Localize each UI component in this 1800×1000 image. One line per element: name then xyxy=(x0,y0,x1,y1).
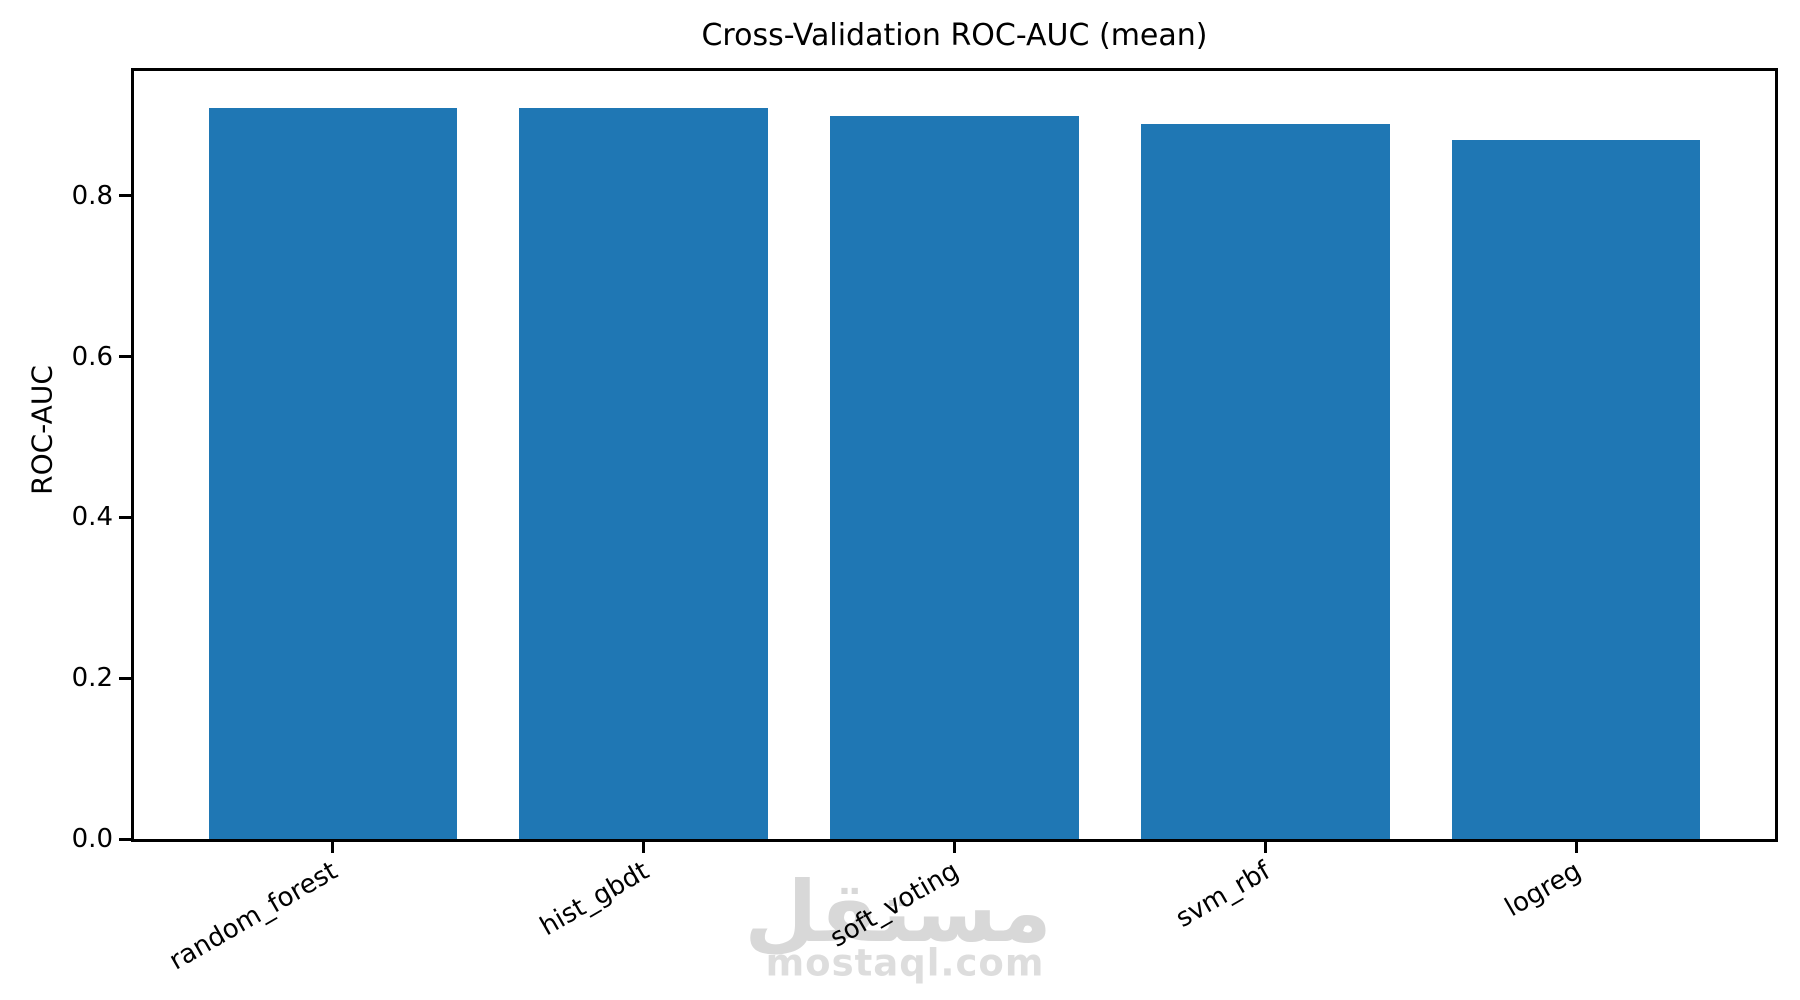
x-tick-mark xyxy=(642,841,646,853)
x-tick-label-random_forest: random_forest xyxy=(164,856,343,977)
bar-logreg xyxy=(1451,139,1701,839)
bar-hist_gbdt xyxy=(519,107,768,839)
chart-title: Cross-Validation ROC-AUC (mean) xyxy=(701,18,1208,53)
x-tick-mark xyxy=(1263,841,1267,853)
y-tick-label-0.6: 0.6 xyxy=(71,341,113,372)
x-tick-label-hist_gbdt: hist_gbdt xyxy=(534,856,654,943)
y-tick-mark xyxy=(119,355,131,359)
y-tick-label-0.2: 0.2 xyxy=(71,663,113,694)
y-tick-mark xyxy=(119,676,131,680)
watermark-logo: مستقل xyxy=(744,863,1052,961)
plot-area xyxy=(131,68,1778,842)
x-tick-mark xyxy=(1574,841,1578,853)
watermark-url: mostaql.com xyxy=(765,941,1045,985)
x-tick-mark xyxy=(331,841,335,853)
y-tick-label-0.8: 0.8 xyxy=(71,180,113,211)
x-tick-label-svm_rbf: svm_rbf xyxy=(1170,856,1276,934)
y-tick-mark xyxy=(119,515,131,519)
x-tick-mark xyxy=(953,841,956,853)
y-tick-mark xyxy=(119,194,131,198)
y-tick-label-0.0: 0.0 xyxy=(71,824,113,854)
bar-soft_voting xyxy=(830,115,1079,839)
bar-random_forest xyxy=(208,107,458,839)
x-tick-label-logreg: logreg xyxy=(1499,856,1587,924)
y-axis-label: ROC-AUC xyxy=(25,365,59,495)
y-tick-mark xyxy=(119,837,131,841)
bar-svm_rbf xyxy=(1140,123,1390,839)
y-tick-label-0.4: 0.4 xyxy=(71,502,113,533)
